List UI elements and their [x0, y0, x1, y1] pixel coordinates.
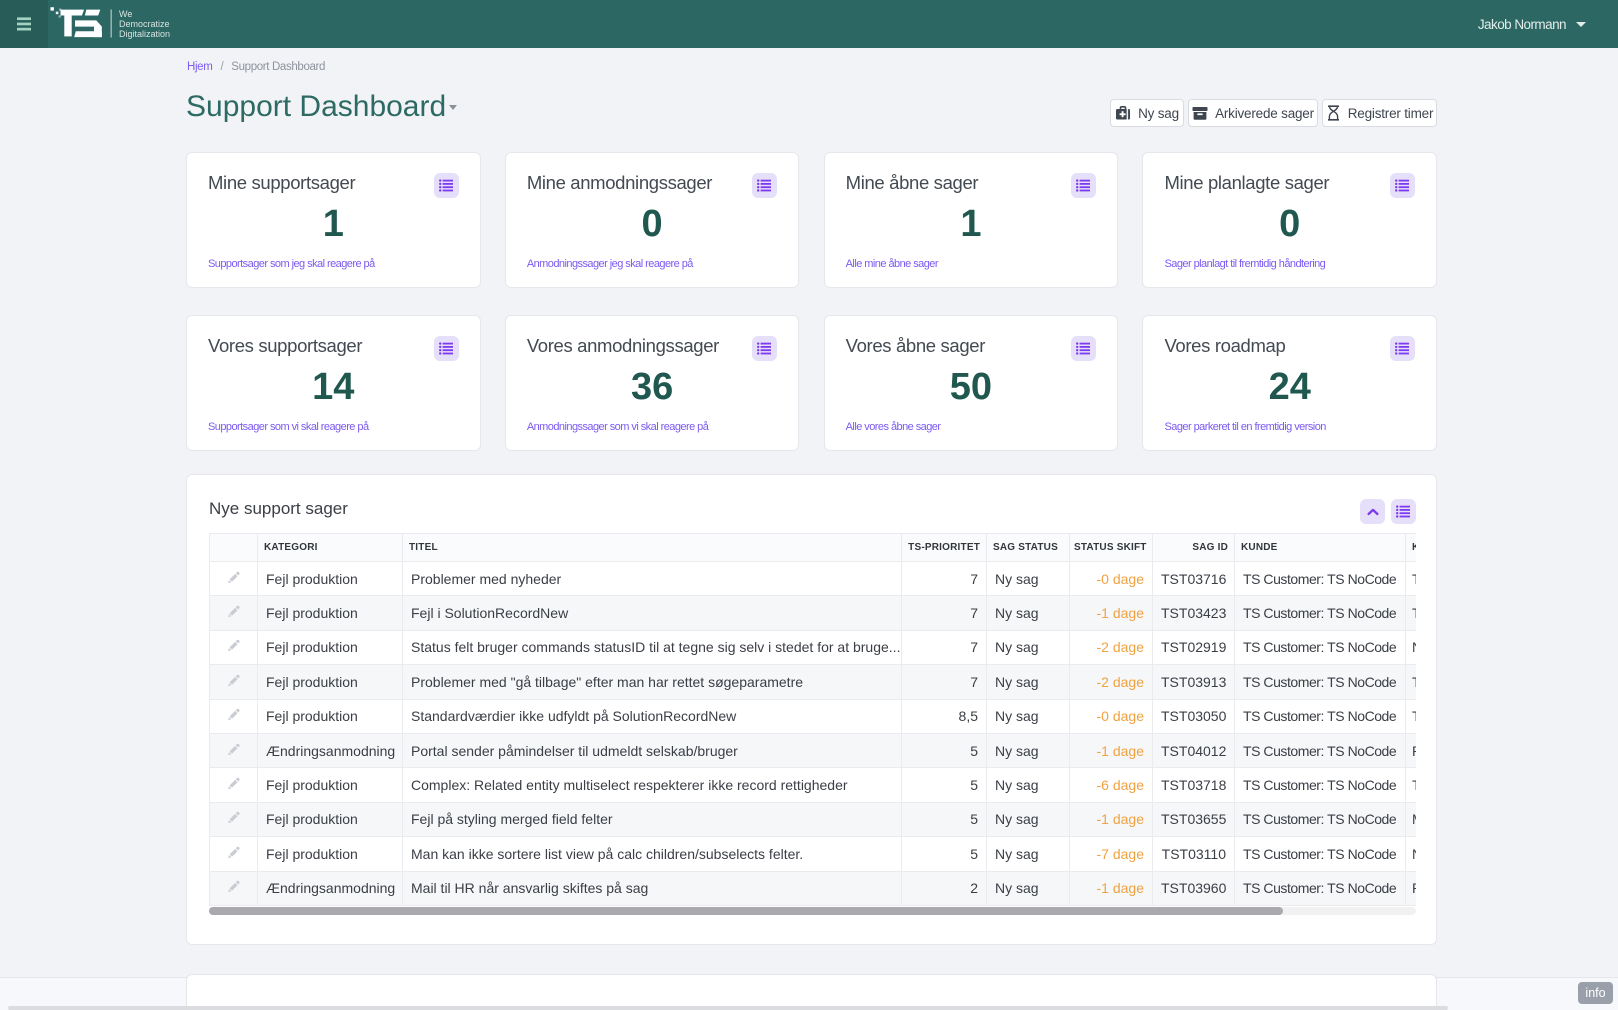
svg-text:Digitalization: Digitalization — [119, 29, 170, 39]
svg-text:We: We — [119, 9, 132, 19]
svg-text:Democratize: Democratize — [119, 19, 170, 29]
